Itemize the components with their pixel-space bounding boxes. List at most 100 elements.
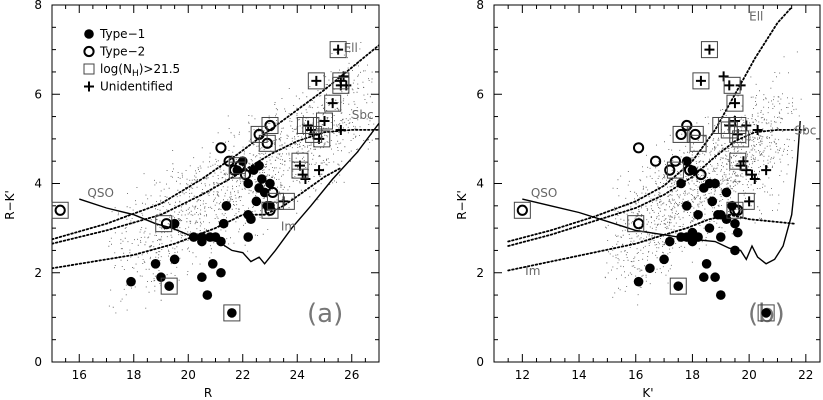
type1-point	[126, 276, 136, 287]
type1-point	[248, 165, 259, 175]
nh-box	[672, 125, 690, 143]
type2-point	[649, 155, 662, 167]
x-tick-label: 16	[628, 368, 643, 382]
type2-point	[160, 218, 173, 230]
curve-qso	[522, 120, 801, 265]
type1-point	[761, 308, 771, 318]
type1-point	[150, 259, 161, 269]
legend-label: log(NH)>21.5	[100, 62, 180, 79]
field-dot	[604, 51, 802, 306]
curve-label-sbc: Sbc	[352, 108, 374, 122]
nh-box	[723, 76, 741, 94]
x-tick-label: 14	[571, 368, 586, 382]
type1-point	[693, 232, 703, 242]
legend-symbol	[83, 45, 95, 58]
curve-label-qso: QSO	[87, 186, 114, 200]
curve-label-im: Im	[281, 219, 296, 233]
type1-point	[710, 178, 720, 189]
type1-point	[216, 267, 226, 278]
type1-point	[732, 227, 743, 238]
y-tick-label: 8	[34, 0, 42, 12]
template-curves	[507, 6, 807, 272]
x-tick-label: 20	[741, 368, 756, 382]
type1-point	[721, 214, 732, 224]
type1-point	[251, 196, 262, 207]
type1-point	[676, 178, 686, 189]
panel-a: R−K' R (a) 16 18 20 22 24 2602468QSOEllSbcImT…	[3, 0, 380, 400]
unidentified-point	[704, 44, 715, 55]
unidentified-point	[314, 165, 325, 176]
nh-box	[324, 94, 342, 112]
curve-label-sbc: Sbc	[794, 123, 816, 137]
type1-point	[715, 290, 726, 300]
type1-point	[197, 272, 207, 283]
unidentified-point	[300, 174, 311, 185]
y-tick-label: 2	[476, 266, 484, 280]
unidentified-point	[327, 98, 338, 109]
type1-point	[704, 223, 715, 233]
type1-point	[227, 308, 237, 318]
curve-sbc	[507, 128, 807, 247]
nh-box	[686, 125, 704, 143]
unidentified-point	[741, 165, 752, 176]
nh-box	[307, 72, 325, 90]
type1-point	[246, 214, 256, 224]
type2-point	[267, 186, 279, 199]
type1-point	[681, 156, 692, 166]
type2-point	[516, 204, 528, 216]
y-tick-label: 2	[34, 266, 42, 280]
unidentified-point	[741, 120, 752, 131]
type2-point	[264, 204, 276, 216]
type2-point	[632, 218, 645, 230]
nh-box	[313, 130, 331, 148]
type1-point	[221, 201, 232, 211]
unidentified-point	[744, 196, 755, 207]
nh-box	[302, 116, 320, 134]
x-tick-label: 22	[798, 368, 813, 382]
legend-label: Type−1	[99, 27, 145, 41]
type1-point	[701, 259, 712, 269]
type1-point	[715, 232, 726, 242]
nh-box	[291, 152, 309, 170]
unidentified-point	[752, 124, 763, 135]
y-tick-label: 6	[476, 87, 484, 101]
nh-box	[266, 192, 284, 210]
nh-box	[223, 304, 241, 322]
unidentified-point	[724, 80, 735, 91]
curve-label-im: Im	[525, 264, 540, 278]
nh-box	[732, 130, 750, 148]
x-tick-label: 18	[126, 368, 141, 382]
nh-box	[757, 304, 775, 322]
y-tick-label: 0	[476, 355, 484, 369]
type2-point	[681, 119, 693, 132]
x-tick-label: 20	[181, 368, 196, 382]
type2-point	[54, 204, 66, 216]
nh-box	[666, 161, 684, 179]
type1-point	[265, 178, 275, 189]
nh-box	[627, 215, 645, 233]
type1-point	[730, 218, 740, 229]
nh-box	[726, 94, 744, 112]
curve-label-ell: Ell	[749, 10, 763, 24]
nh-box	[669, 277, 687, 295]
x-tick-label: 18	[685, 368, 700, 382]
type1-point	[687, 165, 698, 175]
legend-symbol	[84, 29, 94, 39]
unidentified-point	[319, 116, 330, 127]
curve-im	[52, 166, 342, 270]
nh-box	[228, 161, 246, 179]
nh-box	[277, 192, 295, 210]
nh-box	[155, 215, 173, 233]
nh-box	[726, 201, 744, 219]
nh-box	[692, 72, 710, 90]
nh-box	[720, 121, 738, 139]
unidentified-point	[718, 71, 729, 82]
x-tick-label: 26	[344, 368, 359, 382]
y-tick-label: 8	[476, 0, 484, 12]
y-tick-label: 4	[34, 177, 42, 191]
unidentified-point	[333, 44, 344, 55]
markers	[51, 41, 352, 322]
type2-point	[684, 164, 696, 176]
